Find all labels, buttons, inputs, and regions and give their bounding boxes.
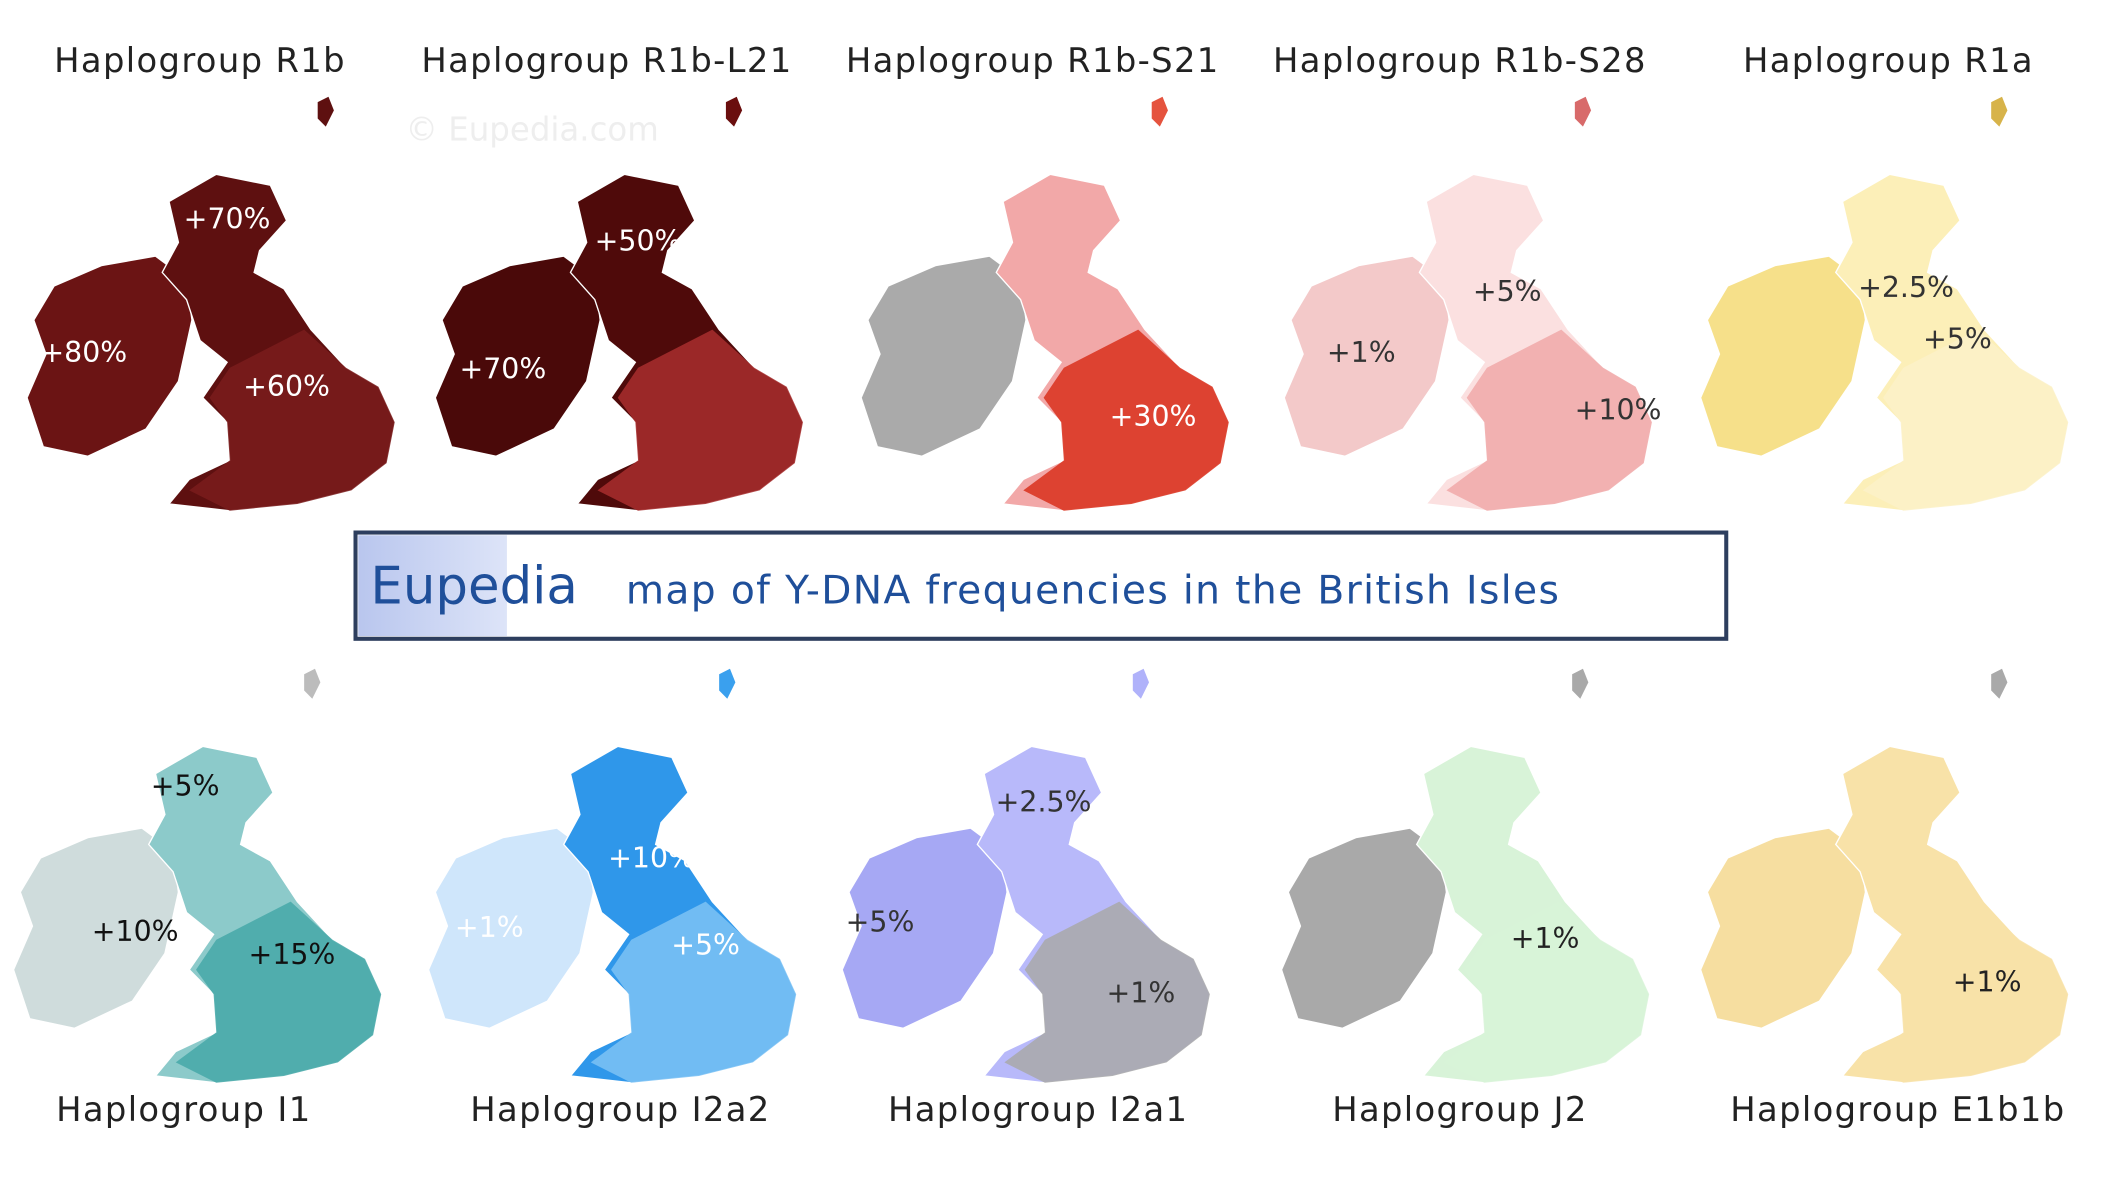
shetland (304, 668, 321, 699)
frequency-label: +2.5% (1858, 271, 1954, 304)
ireland (1280, 827, 1448, 1030)
map-panel: +70% +80% +60% (26, 96, 396, 512)
shetland (725, 96, 743, 127)
banner-brand: Eupedia (370, 556, 578, 616)
frequency-label: +1% (1107, 976, 1176, 1009)
map-panel: +1% +10% +5% (427, 668, 797, 1084)
frequency-label: +50% (595, 224, 682, 257)
frequency-label: +30% (1110, 400, 1197, 433)
shetland (1151, 96, 1168, 127)
frequency-label: +60% (243, 370, 330, 403)
ireland (841, 827, 1008, 1030)
frequency-label: +1% (1511, 922, 1580, 955)
watermark: © Eupedia.com (406, 110, 659, 148)
england-zone (1443, 901, 1650, 1083)
banner-box (353, 530, 1729, 641)
frequency-label: +5% (1473, 275, 1542, 308)
map-panel: +2.5% +5% (1699, 96, 2069, 512)
ireland (1699, 827, 1867, 1030)
shetland (719, 668, 736, 699)
ireland (434, 255, 601, 457)
map-panel: +50% +70% (434, 96, 804, 512)
frequency-label: +10% (1575, 393, 1662, 426)
ireland (1283, 255, 1450, 457)
england-zone (1446, 329, 1652, 511)
map-panel: +30% (860, 96, 1230, 512)
england-zone (597, 329, 803, 511)
ireland (427, 827, 595, 1030)
frequency-label: +1% (1327, 336, 1396, 369)
map-title: Haplogroup R1a (1743, 41, 2034, 80)
england-zone (1023, 329, 1229, 511)
map-panel: +2.5% +5% +1% (841, 668, 1211, 1084)
map-panel: +5% +10% +15% (12, 668, 382, 1084)
map-title: Haplogroup R1b (54, 41, 346, 80)
shetland (1572, 668, 1589, 699)
frequency-label: +5% (151, 769, 220, 802)
ireland (12, 827, 180, 1030)
ireland (860, 255, 1027, 457)
map-panel: +5% +1% +10% (1283, 96, 1662, 512)
england-zone (590, 901, 797, 1083)
shetland (1574, 96, 1592, 127)
england-zone (1862, 901, 2069, 1083)
shetland (317, 96, 334, 127)
frequency-label: +80% (40, 336, 127, 369)
frequency-label: +2.5% (996, 786, 1092, 819)
shetland (1132, 668, 1150, 699)
map-panel: +1% (1280, 668, 1650, 1084)
frequency-label: +10% (608, 841, 695, 874)
england-zone (1862, 329, 2069, 511)
shetland (1991, 668, 2008, 699)
banner-flag (358, 535, 507, 637)
map-panel: +1% (1699, 668, 2069, 1084)
frequency-label: +5% (1923, 322, 1992, 355)
map-title: Haplogroup R1b-S28 (1273, 41, 1647, 80)
england-zone (1004, 901, 1210, 1083)
frequency-label: +1% (455, 911, 524, 944)
frequency-label: +15% (249, 938, 336, 971)
frequency-label: +70% (459, 352, 546, 385)
england-zone (189, 329, 395, 511)
frequency-label: +5% (846, 905, 915, 938)
banner-text: map of Y-DNA frequencies in the British … (626, 567, 1560, 613)
map-title: Haplogroup I2a2 (470, 1090, 770, 1129)
map-title: Haplogroup J2 (1332, 1090, 1587, 1129)
map-title: Haplogroup E1b1b (1730, 1090, 2065, 1129)
map-title: Haplogroup I1 (56, 1090, 311, 1129)
frequency-label: +1% (1953, 965, 2022, 998)
shetland (1991, 96, 2008, 127)
england-zone (175, 901, 382, 1083)
map-title: Haplogroup I2a1 (888, 1090, 1188, 1129)
ireland (26, 255, 193, 457)
frequency-label: +70% (184, 203, 271, 236)
map-title: Haplogroup R1b-L21 (421, 41, 792, 80)
frequency-label: +10% (92, 915, 179, 948)
ireland (1699, 255, 1867, 457)
banner: Eupedia map of Y-DNA frequencies in the … (353, 530, 1729, 641)
frequency-label: +5% (671, 929, 740, 962)
map-title: Haplogroup R1b-S21 (846, 41, 1220, 80)
